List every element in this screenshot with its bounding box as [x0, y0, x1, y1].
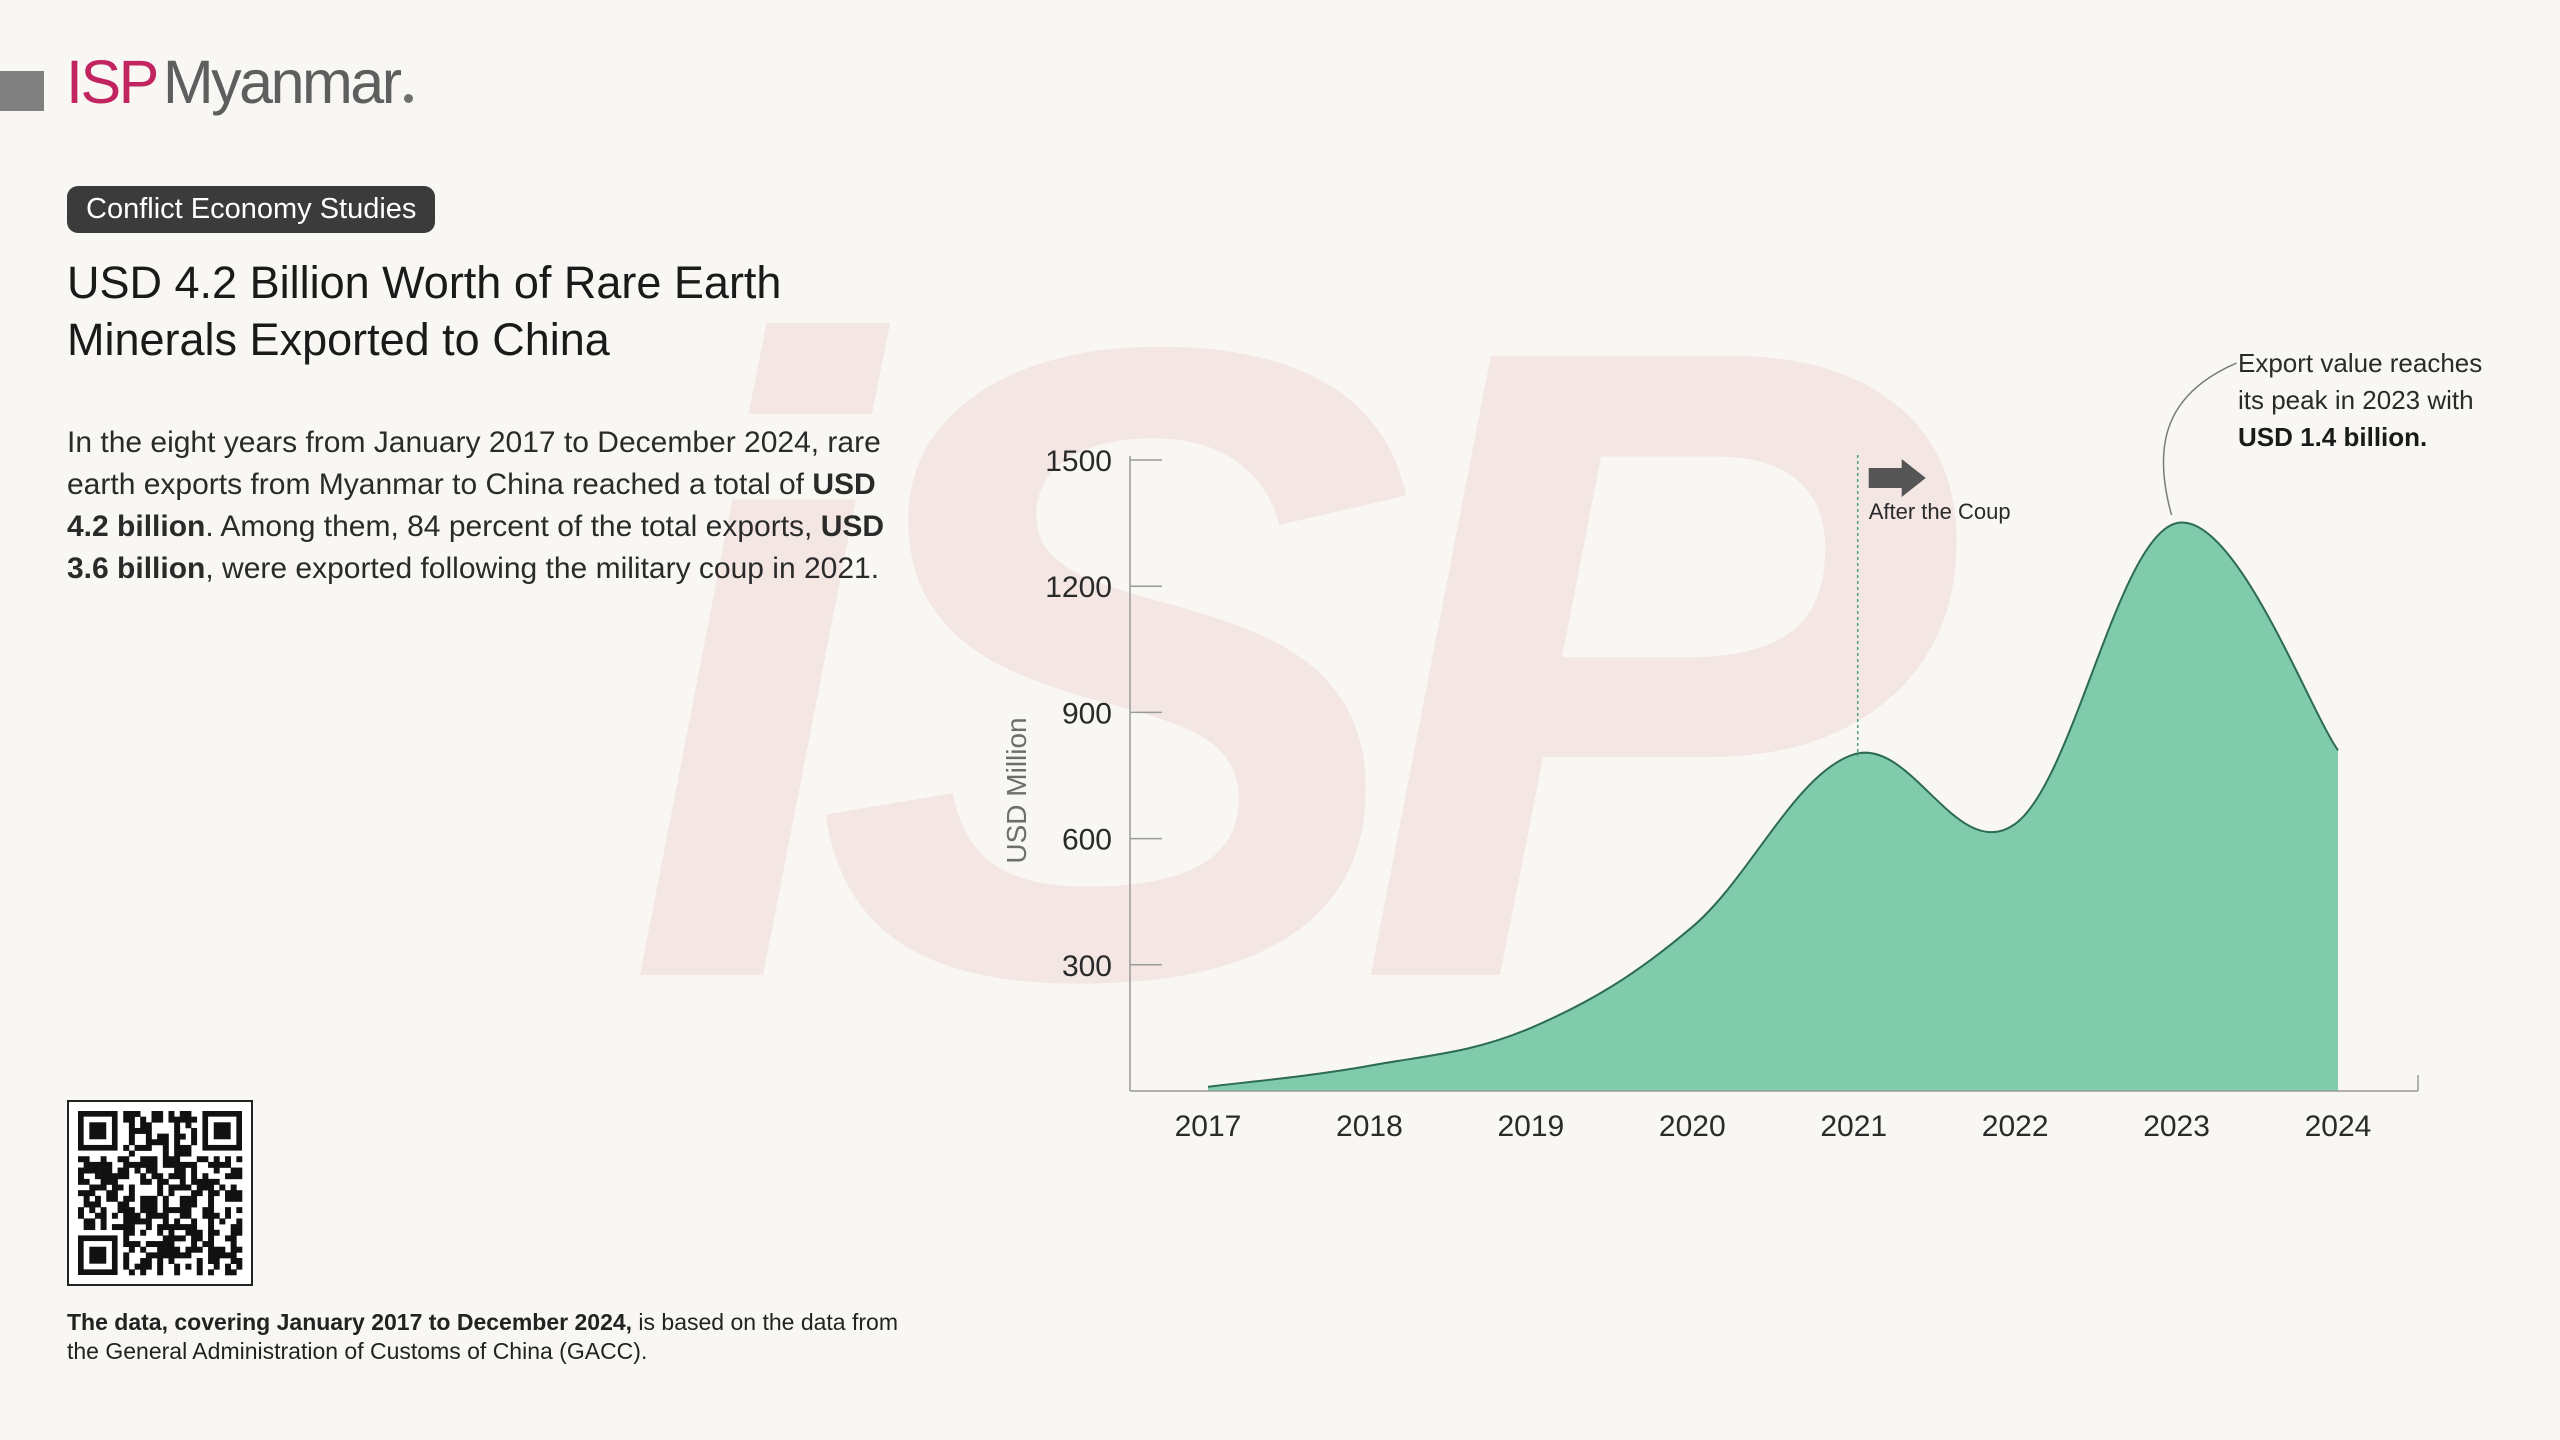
x-tick-label: 2022: [1982, 1110, 2049, 1143]
x-tick-label: 2018: [1336, 1110, 1403, 1143]
y-tick-label: 600: [1062, 824, 1112, 857]
source-note-bold: The data, covering January 2017 to Decem…: [67, 1309, 633, 1335]
description-bold-2: USD 3.6 billion: [67, 510, 885, 585]
logo-isp: ISP: [66, 48, 159, 116]
x-tick-label: 2021: [1820, 1110, 1887, 1143]
y-tick-label: 900: [1062, 697, 1112, 730]
x-tick-label: 2019: [1497, 1110, 1564, 1143]
logo: ISPMyanmar: [66, 52, 413, 113]
brand-accent-square: [0, 71, 44, 111]
logo-myanmar: Myanmar: [162, 48, 402, 116]
coup-marker-label: After the Coup: [1869, 499, 2011, 524]
y-tick-label: 1500: [1045, 445, 1112, 478]
y-tick-label: 1200: [1045, 571, 1112, 604]
category-badge: Conflict Economy Studies: [67, 186, 436, 233]
peak-annotation-line: Export value reaches: [2238, 348, 2482, 378]
description-text-3: , were exported following the military c…: [205, 552, 880, 585]
area-fill: [1208, 522, 2338, 1091]
x-tick-label: 2020: [1659, 1110, 1726, 1143]
page-title: USD 4.2 Billion Worth of Rare Earth Mine…: [67, 257, 782, 365]
description-bold-1: USD 4.2 billion: [67, 468, 876, 543]
description-text-2: . Among them, 84 percent of the total ex…: [205, 510, 821, 543]
y-tick-label: 300: [1062, 950, 1112, 983]
description-text-1: In the eight years from January 2017 to …: [67, 426, 881, 501]
x-tick-label: 2023: [2143, 1110, 2210, 1143]
y-axis-label: USD Million: [1001, 717, 1032, 863]
peak-annotation-bold: USD 1.4 billion.: [2238, 422, 2427, 452]
qr-code-icon[interactable]: [67, 1100, 253, 1286]
x-tick-label: 2017: [1175, 1110, 1242, 1143]
peak-annotation-line: its peak in 2023 with: [2238, 385, 2474, 415]
source-note-text: is based on the data from the General Ad…: [67, 1309, 898, 1364]
annotation-connector: [2162, 362, 2237, 516]
logo-dot-icon: [403, 94, 413, 103]
area-line: [1207, 521, 2339, 1088]
source-note: The data, covering January 2017 to Decem…: [67, 1308, 927, 1366]
x-tick-label: 2024: [2305, 1110, 2372, 1143]
right-arrow-icon: [1868, 459, 1926, 497]
description: In the eight years from January 2017 to …: [67, 422, 907, 590]
